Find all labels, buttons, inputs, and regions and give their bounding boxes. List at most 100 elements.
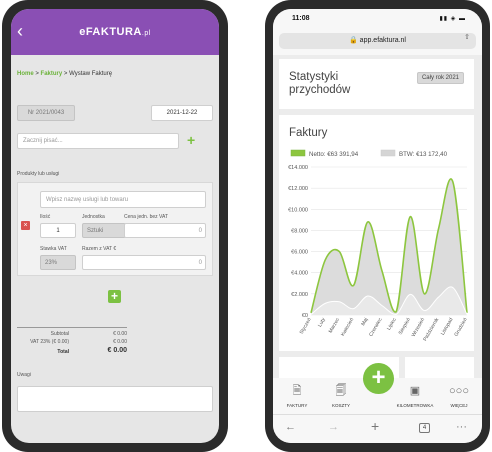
- invoice-date-field[interactable]: 2021-12-22: [151, 105, 213, 121]
- subtotal-value: € 0.00: [113, 331, 127, 337]
- products-section-label: Produkty lub usługi: [17, 171, 60, 177]
- x-tick-label: Listopad: [440, 317, 455, 337]
- price-label: Cena jedn. bez VAT: [124, 214, 169, 220]
- qty-label: Ilość: [40, 214, 51, 220]
- breadcrumb-home[interactable]: Home: [17, 71, 34, 77]
- qty-input[interactable]: 1: [40, 223, 76, 238]
- x-tick-label: Grudzień: [453, 317, 468, 338]
- nav-wiecej-label: WIĘCEJ: [450, 403, 468, 408]
- car-icon: ▣: [409, 385, 421, 397]
- app-header: ‹ eFAKTURA.pl: [11, 9, 219, 55]
- nav-kilometrowka[interactable]: ▣ KILOMETROWKA: [395, 385, 435, 408]
- nav-koszty-label: KOSZTY: [331, 403, 350, 408]
- add-client-plus-icon[interactable]: +: [187, 132, 196, 148]
- x-tick-label: Luty: [317, 317, 327, 329]
- invoices-area-chart: Netto: €63 391,94 BTW: €13 172,40 €0 €2.000…: [288, 149, 469, 342]
- notes-textarea[interactable]: [17, 386, 213, 412]
- more-dots-icon[interactable]: ···: [456, 421, 467, 433]
- nav-koszty[interactable]: 🗐 KOSZTY: [321, 385, 361, 408]
- back-arrow-icon[interactable]: ←: [285, 421, 296, 433]
- revenue-stats-card: Statystyki przychodów Cały rok 2021: [279, 59, 474, 109]
- invoice-form-screen: ‹ eFAKTURA.pl Home > Faktury > Wystaw Fa…: [11, 9, 219, 443]
- legend-label: Netto: €63 391,94: [309, 151, 359, 158]
- url-field[interactable]: 🔒 app.efaktura.nl: [279, 33, 476, 49]
- x-tick-label: Maj: [360, 317, 369, 327]
- legend-swatch: [290, 149, 306, 157]
- signal-wifi-battery-icon: ▮▮ ◈ ▬: [439, 16, 466, 22]
- nav-faktury[interactable]: 🗎 FAKTURY: [277, 385, 317, 408]
- client-search-input[interactable]: Zacznij pisać...: [17, 133, 179, 149]
- bottom-navigation: 🗎 FAKTURY 🗐 KOSZTY ▣ KILOMETROWKA ○○○ WI…: [273, 378, 482, 414]
- legend-label: BTW: €13 172,40: [399, 151, 448, 158]
- chevron-left-icon[interactable]: ‹: [17, 21, 23, 41]
- y-tick-label: €0: [302, 313, 308, 319]
- more-icon: ○○○: [449, 385, 469, 397]
- legend-swatch: [380, 149, 396, 157]
- nav-faktury-label: FAKTURY: [286, 403, 308, 408]
- total-label: Total: [57, 349, 69, 355]
- vat-rate-label: Stawka VAT: [40, 246, 67, 252]
- unit-select-value: Sztuki: [87, 227, 104, 234]
- browser-toolbar: ← → + 4 ···: [273, 414, 482, 443]
- y-tick-label: €4.000: [291, 271, 308, 277]
- x-tick-label: Lipiec: [386, 317, 398, 332]
- year-range-button[interactable]: Cały rok 2021: [416, 72, 464, 84]
- nav-wiecej[interactable]: ○○○ WIĘCEJ: [439, 385, 479, 408]
- breadcrumb: Home > Faktury > Wystaw Fakturę: [17, 71, 112, 77]
- x-tick-label: Sierpień: [398, 317, 412, 336]
- breadcrumb-current: Wystaw Fakturę: [69, 71, 113, 77]
- price-input[interactable]: 0: [124, 223, 206, 238]
- nav-kilometrowka-label: KILOMETROWKA: [396, 403, 434, 408]
- series-area-1: [311, 286, 467, 315]
- y-tick-label: €14.000: [288, 165, 308, 171]
- vat-total-value: € 0.00: [113, 339, 127, 345]
- status-bar: 11:08 ▮▮ ◈ ▬: [273, 9, 482, 29]
- x-tick-label: Czerwiec: [368, 317, 384, 338]
- unit-label: Jednostka: [82, 214, 105, 220]
- new-tab-plus-icon[interactable]: +: [371, 418, 380, 434]
- browser-url-bar: 🔒 app.efaktura.nl ⇧: [273, 29, 482, 55]
- gross-input[interactable]: 0: [82, 255, 206, 270]
- breadcrumb-separator: >: [63, 71, 68, 77]
- invoices-chart-card: Faktury Netto: €63 391,94 BTW: €13 172,40…: [279, 115, 474, 351]
- tabs-icon[interactable]: 4: [419, 423, 430, 433]
- breadcrumb-faktury[interactable]: Faktury: [40, 71, 63, 77]
- unit-select[interactable]: Sztuki: [82, 223, 126, 238]
- x-tick-label: Styczeń: [299, 317, 313, 336]
- y-tick-label: €6.000: [291, 250, 308, 256]
- series-line-1: [310, 286, 468, 315]
- vat-rate-value: 23%: [45, 259, 58, 266]
- invoice-number-field[interactable]: Nr 2021/0043: [17, 105, 75, 121]
- breadcrumb-separator: >: [35, 71, 39, 77]
- dashboard-screen: 11:08 ▮▮ ◈ ▬ 🔒 app.efaktura.nl ⇧ Statyst…: [273, 9, 482, 443]
- forward-arrow-icon[interactable]: →: [328, 421, 339, 433]
- add-line-button[interactable]: +: [108, 290, 121, 303]
- notes-label: Uwagi: [17, 372, 31, 378]
- delete-line-icon[interactable]: ×: [21, 221, 30, 230]
- product-name-input[interactable]: Wpisz nazwę usługi lub towaru: [40, 191, 206, 208]
- totals-divider: [17, 327, 127, 328]
- subtotal-label: Subtotal: [50, 331, 69, 337]
- x-tick-label: Marzec: [328, 317, 342, 335]
- left-phone-frame: ‹ eFAKTURA.pl Home > Faktury > Wystaw Fa…: [2, 0, 228, 452]
- product-line-panel: × Wpisz nazwę usługi lub towaru Ilość 1 …: [17, 182, 213, 276]
- total-value: € 0.00: [107, 347, 127, 354]
- y-tick-label: €8.000: [291, 228, 308, 234]
- right-phone-frame: 11:08 ▮▮ ◈ ▬ 🔒 app.efaktura.nl ⇧ Statyst…: [265, 0, 490, 452]
- vat-total-label: VAT 23% (€ 0.00): [30, 339, 69, 345]
- url-text: app.efaktura.nl: [359, 37, 406, 44]
- invoice-icon: 🗎: [292, 385, 302, 397]
- add-fab-button[interactable]: +: [363, 363, 394, 394]
- gross-label: Razem z VAT €: [82, 246, 117, 252]
- status-time: 11:08: [292, 15, 310, 22]
- stats-title: Statystyki przychodów: [289, 71, 351, 96]
- app-logo: eFAKTURA.pl: [79, 26, 151, 38]
- y-tick-label: €2.000: [291, 292, 308, 298]
- chart-card-title: Faktury: [289, 127, 328, 139]
- x-tick-label: Kwiecień: [340, 317, 355, 338]
- y-tick-label: €10.000: [288, 207, 308, 213]
- vat-rate-select[interactable]: 23%: [40, 255, 76, 270]
- receipt-icon: 🗐: [335, 385, 347, 397]
- y-tick-label: €12.000: [288, 186, 308, 192]
- share-icon[interactable]: ⇧: [464, 34, 470, 41]
